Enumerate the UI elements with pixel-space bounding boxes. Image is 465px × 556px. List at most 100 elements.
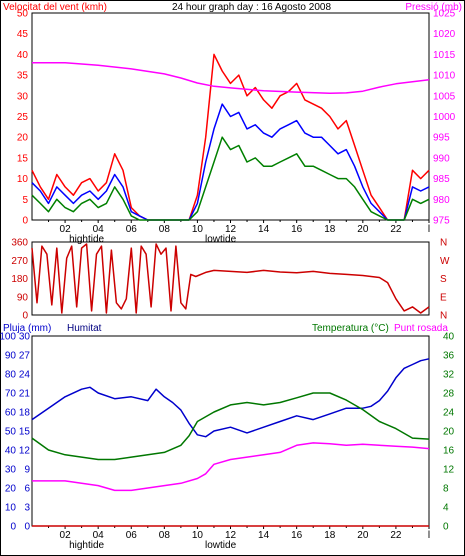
humidity-tick-label: 90 — [5, 351, 17, 362]
rain-tick-label: 12 — [19, 446, 31, 457]
wind-speed-line — [31, 136, 430, 221]
direction-tick-label: 360 — [11, 238, 28, 249]
x-tick-label: 18 — [324, 224, 336, 235]
wind-gust-line — [31, 53, 430, 221]
pressure-tick-label: 995 — [433, 133, 450, 144]
pressure-tick-label: 980 — [433, 195, 450, 206]
temperature-tick-label: 0 — [443, 522, 449, 533]
temperature-tick-label: 32 — [443, 370, 455, 381]
temperature-axis-label: Temperatura (°C) — [312, 323, 389, 334]
temperature-tick-label: 36 — [443, 351, 455, 362]
pressure-axis-label: Pressió (mb) — [405, 2, 462, 13]
rain-tick-label: 15 — [19, 427, 31, 438]
rain-axis-label: Pluja (mm) — [3, 323, 51, 334]
wind-tick-label: 5 — [22, 195, 28, 206]
x-tick-label: 06 — [126, 224, 138, 235]
wind-tick-label: 50 — [17, 9, 29, 20]
x-tick-label: 18 — [324, 530, 336, 541]
x-tick-label: 12 — [225, 224, 237, 235]
x-tick-label: l — [428, 224, 430, 235]
x-tick-label: 12 — [225, 530, 237, 541]
humidity-axis-label: Humitat — [67, 323, 102, 334]
rain-tick-label: 9 — [24, 465, 30, 476]
x-tick-label: 22 — [390, 224, 402, 235]
humidity-panel-frame — [31, 335, 430, 527]
tide-label: lowtide — [205, 540, 237, 551]
pressure-tick-label: 990 — [433, 153, 450, 164]
tide-label: lowtide — [205, 234, 237, 245]
temperature-tick-label: 16 — [443, 446, 455, 457]
x-tick-label: 16 — [291, 224, 303, 235]
pressure-tick-label: 1015 — [433, 50, 456, 61]
chart-title: 24 hour graph day : 16 Agosto 2008 — [172, 2, 331, 13]
x-tick-label: 06 — [126, 530, 138, 541]
temperature-tick-label: 28 — [443, 389, 455, 400]
rain-tick-label: 30 — [19, 332, 31, 343]
compass-tick-label: N — [440, 311, 447, 322]
humidity-tick-label: 30 — [5, 465, 17, 476]
dewpoint-line — [32, 442, 430, 492]
temperature-tick-label: 24 — [443, 408, 455, 419]
temperature-tick-label: 4 — [443, 503, 449, 514]
x-tick-label: 04 — [93, 224, 105, 235]
rain-tick-label: 6 — [24, 484, 30, 495]
compass-tick-label: E — [440, 292, 447, 303]
temperature-tick-label: 8 — [443, 484, 449, 495]
rain-tick-label: 0 — [24, 522, 30, 533]
pressure-tick-label: 1005 — [433, 91, 456, 102]
temperature-tick-label: 20 — [443, 427, 455, 438]
humidity-tick-label: 70 — [5, 389, 17, 400]
rain-tick-label: 21 — [19, 389, 31, 400]
pressure-line — [32, 61, 430, 95]
humidity-tick-label: 10 — [5, 503, 17, 514]
x-tick-label: 04 — [93, 530, 105, 541]
wind-average-line — [31, 103, 430, 221]
wind-tick-label: 25 — [17, 112, 29, 123]
x-tick-label: 08 — [159, 530, 171, 541]
wind-tick-label: 45 — [17, 29, 29, 40]
x-tick-label: 14 — [258, 530, 270, 541]
direction-panel-frame — [31, 241, 430, 316]
direction-tick-label: 0 — [22, 311, 28, 322]
humidity-tick-label: 40 — [5, 446, 17, 457]
compass-tick-label: N — [440, 238, 447, 249]
temperature-tick-label: 40 — [443, 332, 455, 343]
compass-tick-label: S — [440, 274, 447, 285]
rain-tick-label: 18 — [19, 408, 31, 419]
x-tick-label: 10 — [192, 530, 204, 541]
pressure-tick-label: 1010 — [433, 71, 456, 82]
pressure-tick-label: 1000 — [433, 112, 456, 123]
humidity-line — [31, 358, 430, 438]
rain-tick-label: 3 — [24, 503, 30, 514]
wind-tick-label: 10 — [17, 174, 29, 185]
humidity-tick-label: 80 — [5, 370, 17, 381]
direction-tick-label: 180 — [11, 274, 28, 285]
wind-tick-label: 40 — [17, 50, 29, 61]
rain-tick-label: 24 — [19, 370, 31, 381]
wind-direction-line — [31, 243, 430, 314]
humidity-tick-label: 100 — [0, 332, 16, 343]
rain-tick-label: 27 — [19, 351, 31, 362]
wind-tick-label: 15 — [17, 153, 29, 164]
x-tick-label: 02 — [60, 224, 72, 235]
humidity-tick-label: 50 — [5, 427, 17, 438]
tide-label: hightide — [69, 234, 104, 245]
wind-tick-label: 0 — [22, 216, 28, 227]
tide-label: hightide — [69, 540, 104, 551]
wind-tick-label: 20 — [17, 133, 29, 144]
wind-tick-label: 30 — [17, 91, 29, 102]
humidity-tick-label: 20 — [5, 484, 17, 495]
wind-axis-label: Velocitat del vent (kmh) — [3, 2, 107, 13]
x-tick-label: 20 — [357, 530, 369, 541]
wind-tick-label: 35 — [17, 71, 29, 82]
direction-tick-label: 270 — [11, 256, 28, 267]
humidity-tick-label: 60 — [5, 408, 17, 419]
x-tick-label: 22 — [390, 530, 402, 541]
temperature-line — [31, 392, 430, 461]
pressure-tick-label: 975 — [433, 216, 450, 227]
pressure-tick-label: 985 — [433, 174, 450, 185]
pressure-tick-label: 1020 — [433, 29, 456, 40]
x-tick-label: 14 — [258, 224, 270, 235]
